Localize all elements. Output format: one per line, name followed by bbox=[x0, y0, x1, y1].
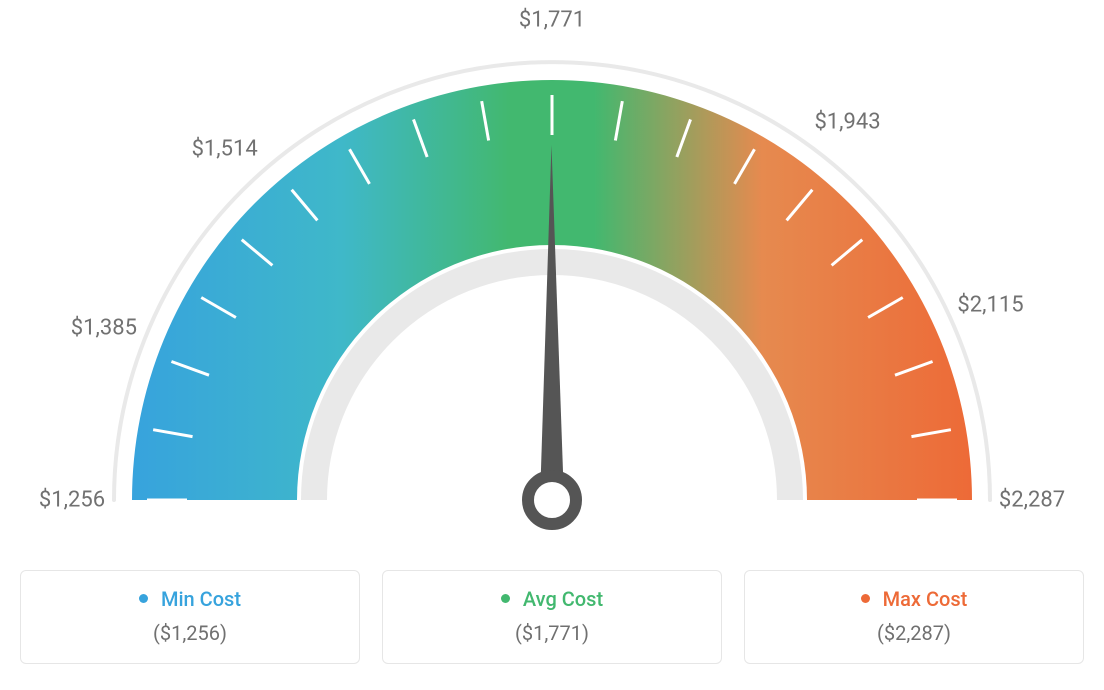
legend-min: Min Cost ($1,256) bbox=[20, 570, 360, 664]
legend-min-value: ($1,256) bbox=[31, 621, 349, 645]
legend-max-value: ($2,287) bbox=[755, 621, 1073, 645]
gauge-scale-label: $1,771 bbox=[519, 8, 585, 33]
gauge-scale-label: $1,943 bbox=[814, 109, 880, 134]
gauge-scale-label: $1,256 bbox=[39, 488, 105, 513]
legend-max-title: Max Cost bbox=[883, 587, 968, 611]
gauge-scale-label: $1,385 bbox=[71, 315, 137, 340]
legend-avg-value: ($1,771) bbox=[393, 621, 711, 645]
gauge-scale-label: $1,514 bbox=[192, 136, 258, 161]
gauge-scale-label: $2,287 bbox=[999, 488, 1065, 513]
legend-max: Max Cost ($2,287) bbox=[744, 570, 1084, 664]
cost-gauge-chart: $1,256$1,385$1,514$1,771$1,943$2,115$2,2… bbox=[20, 20, 1084, 540]
legend-avg: Avg Cost ($1,771) bbox=[382, 570, 722, 664]
legend-row: Min Cost ($1,256) Avg Cost ($1,771) Max … bbox=[20, 570, 1084, 664]
gauge-scale-label: $2,115 bbox=[957, 292, 1023, 317]
dot-icon bbox=[861, 594, 870, 603]
legend-min-title: Min Cost bbox=[161, 587, 241, 611]
legend-avg-title: Avg Cost bbox=[523, 587, 603, 611]
dot-icon bbox=[139, 594, 148, 603]
dot-icon bbox=[501, 594, 510, 603]
